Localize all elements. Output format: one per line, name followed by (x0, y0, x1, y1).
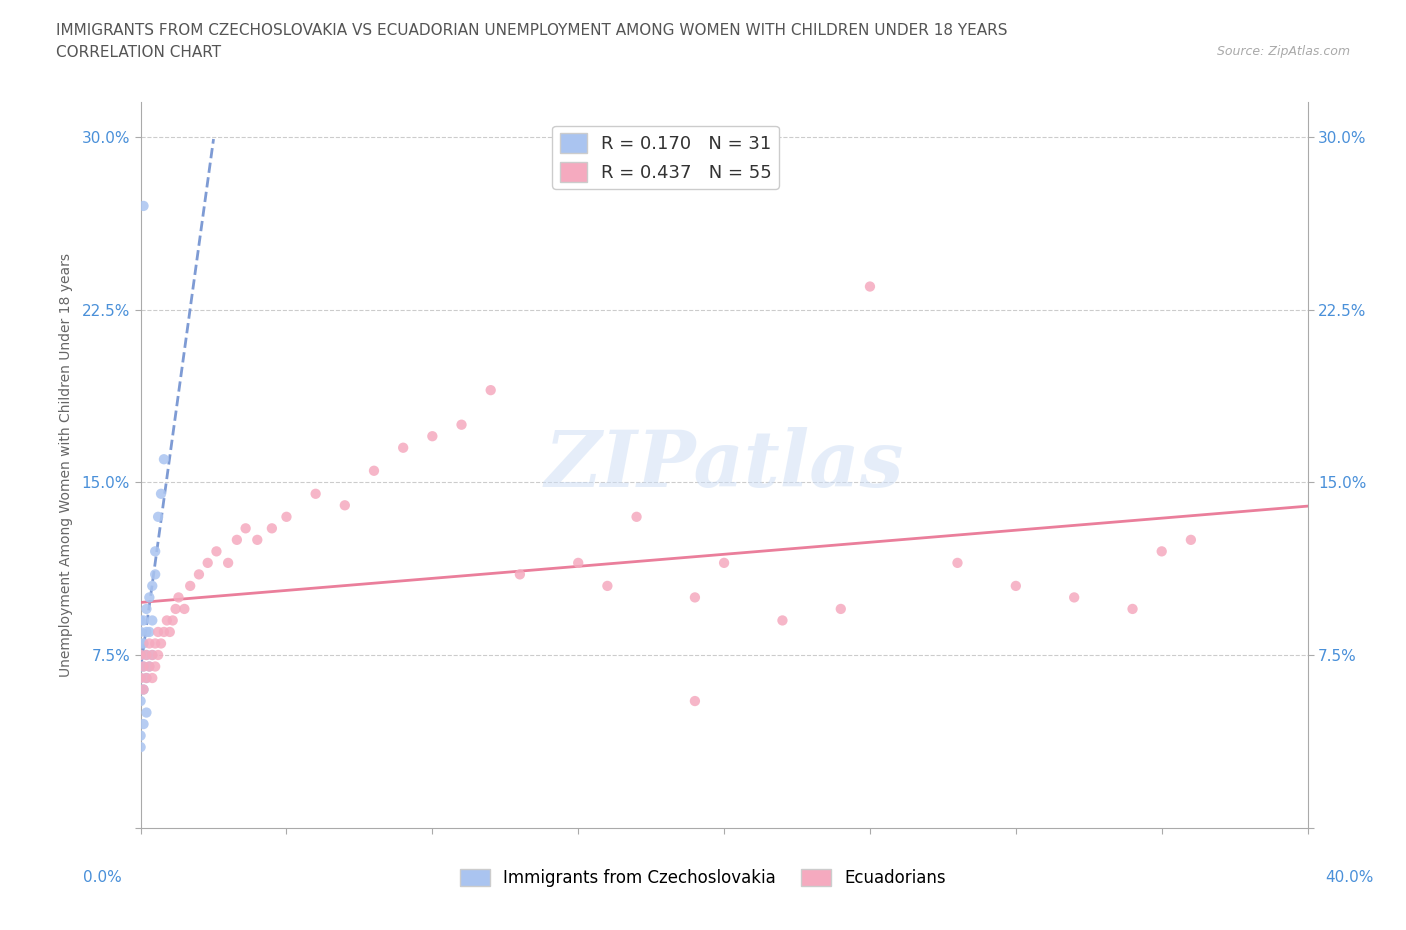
Point (153, 452, 176, 467)
Point (165, 602, 187, 617)
Point (138, 590, 160, 604)
Point (1150, 544, 1173, 559)
Legend: R = 0.170   N = 31, R = 0.437   N = 55: R = 0.170 N = 31, R = 0.437 N = 55 (553, 126, 779, 189)
Point (135, 705, 157, 720)
Point (225, 532, 247, 547)
Point (132, 613, 155, 628)
Point (333, 498, 356, 512)
Point (150, 486, 173, 501)
Point (141, 671, 163, 685)
Point (129, 636, 152, 651)
Point (129, 647, 152, 662)
Point (450, 418, 472, 432)
Point (141, 647, 163, 662)
Point (141, 647, 163, 662)
Point (132, 682, 155, 697)
Point (146, 625, 169, 640)
Point (132, 659, 155, 674)
Point (479, 383, 502, 398)
Text: IMMIGRANTS FROM CZECHOSLOVAKIA VS ECUADORIAN UNEMPLOYMENT AMONG WOMEN WITH CHILD: IMMIGRANTS FROM CZECHOSLOVAKIA VS ECUADO… (56, 23, 1008, 38)
Point (146, 510, 169, 525)
Point (129, 728, 152, 743)
Text: ZIPatlas: ZIPatlas (544, 427, 904, 503)
Point (143, 659, 166, 674)
Point (167, 590, 190, 604)
Point (197, 555, 219, 570)
Text: Source: ZipAtlas.com: Source: ZipAtlas.com (1216, 45, 1350, 58)
Point (129, 647, 152, 662)
Point (830, 602, 852, 617)
Point (246, 532, 269, 547)
Point (713, 555, 735, 570)
Point (129, 671, 152, 685)
Point (179, 578, 201, 593)
Point (1122, 602, 1144, 617)
Point (683, 694, 706, 709)
Point (135, 647, 157, 662)
Legend: Immigrants from Czechoslovakia, Ecuadorians: Immigrants from Czechoslovakia, Ecuadori… (453, 862, 953, 894)
Point (129, 671, 152, 685)
Point (162, 613, 184, 628)
Point (1005, 578, 1028, 593)
Point (159, 625, 181, 640)
Point (859, 279, 882, 294)
Point (135, 671, 157, 685)
Point (235, 521, 257, 536)
Point (132, 636, 155, 651)
Point (146, 647, 169, 662)
Point (946, 555, 969, 570)
Point (305, 486, 328, 501)
Point (1063, 590, 1085, 604)
Point (132, 198, 155, 213)
Point (509, 567, 531, 582)
Point (363, 463, 385, 478)
Text: 40.0%: 40.0% (1326, 870, 1374, 884)
Point (135, 625, 157, 640)
Point (153, 625, 176, 640)
Point (138, 659, 160, 674)
Point (683, 590, 706, 604)
Point (129, 682, 152, 697)
Text: 0.0%: 0.0% (83, 870, 122, 884)
Point (217, 555, 239, 570)
Point (138, 636, 160, 651)
Point (626, 510, 648, 525)
Point (129, 739, 152, 754)
Point (596, 578, 619, 593)
Point (135, 671, 157, 685)
Point (150, 636, 173, 651)
Point (132, 717, 155, 732)
Text: CORRELATION CHART: CORRELATION CHART (56, 45, 221, 60)
Point (129, 659, 152, 674)
Point (135, 602, 157, 617)
Point (205, 544, 228, 559)
Point (143, 567, 166, 582)
Y-axis label: Unemployment Among Women with Children Under 18 years: Unemployment Among Women with Children U… (59, 253, 73, 677)
Point (143, 544, 166, 559)
Point (276, 510, 298, 525)
Point (141, 578, 163, 593)
Point (143, 636, 166, 651)
Point (1180, 532, 1202, 547)
Point (173, 602, 195, 617)
Point (422, 429, 444, 444)
Point (188, 567, 211, 582)
Point (260, 521, 283, 536)
Point (129, 625, 152, 640)
Point (129, 613, 152, 628)
Point (567, 555, 589, 570)
Point (138, 625, 160, 640)
Point (132, 682, 155, 697)
Point (156, 613, 179, 628)
Point (392, 440, 415, 455)
Point (772, 613, 794, 628)
Point (141, 613, 163, 628)
Point (135, 647, 157, 662)
Point (129, 694, 152, 709)
Point (138, 659, 160, 674)
Point (132, 659, 155, 674)
